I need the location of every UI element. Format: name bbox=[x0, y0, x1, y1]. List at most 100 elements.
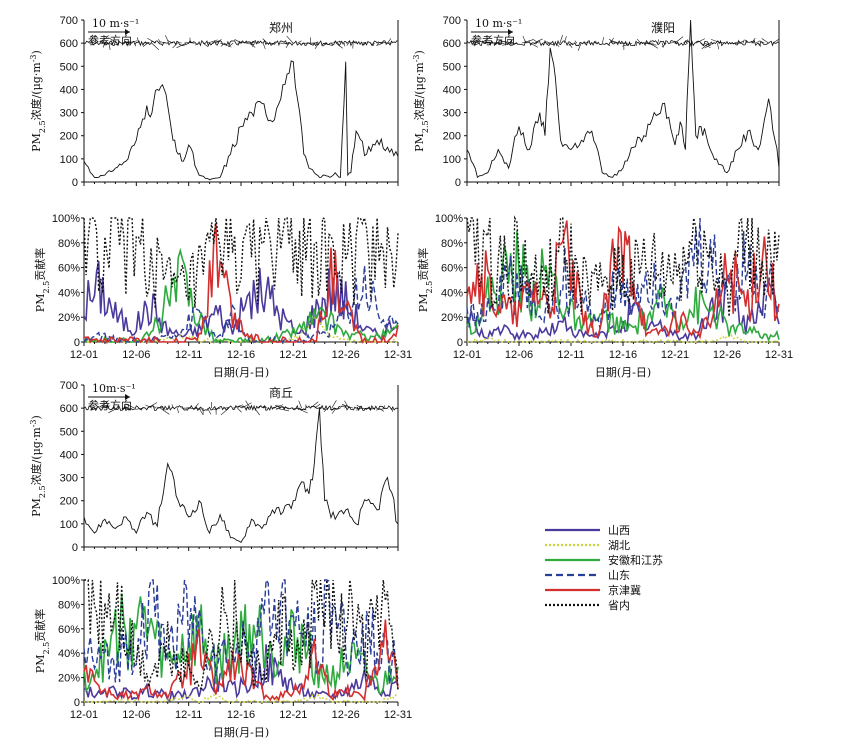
conc-y-label-sup: -3 bbox=[29, 54, 38, 62]
contrib-y-label-part: PM bbox=[34, 655, 47, 674]
conc-y-tick-label: 100 bbox=[60, 519, 78, 531]
conc-y-tick-label: 400 bbox=[60, 449, 78, 461]
contrib-x-tick-label: 12-01 bbox=[70, 349, 98, 361]
wind-vector bbox=[534, 38, 543, 44]
contrib-y-tick-label: 100% bbox=[52, 575, 80, 587]
contrib-y-label-part: 贡献率 bbox=[33, 248, 47, 281]
wind-vector bbox=[378, 407, 385, 412]
conc-y-label: PM2.5浓度/(μg·m-3) bbox=[29, 50, 47, 152]
wind-vector bbox=[510, 42, 518, 47]
wind-vector bbox=[772, 38, 780, 44]
contrib-series-京津冀 bbox=[83, 222, 399, 344]
wind-vector bbox=[583, 41, 590, 44]
wind-vector bbox=[211, 40, 220, 44]
wind-vector-label: 10 m·s⁻¹ bbox=[92, 17, 139, 30]
conc-y-label-part: ) bbox=[30, 415, 43, 419]
wind-vector bbox=[695, 38, 705, 44]
conc-y-label-part: ) bbox=[413, 50, 426, 54]
conc-y-tick-label: 700 bbox=[60, 380, 78, 392]
conc-y-label-part: 浓度/(μg·m bbox=[29, 427, 43, 486]
wind-vector bbox=[171, 404, 174, 409]
contrib-y-tick-label: 20% bbox=[441, 312, 463, 324]
wind-vector bbox=[348, 41, 358, 44]
wind-vector bbox=[310, 401, 319, 409]
wind-vector bbox=[661, 43, 664, 48]
wind-vector bbox=[521, 39, 533, 44]
conc-y-label-sub: 2.5 bbox=[421, 120, 430, 133]
contrib-y-label-part: 贡献率 bbox=[33, 609, 47, 642]
wind-vector bbox=[202, 42, 209, 48]
contrib-x-tick-label: 12-01 bbox=[70, 709, 98, 721]
wind-vector bbox=[759, 40, 765, 44]
conc-y-tick-label: 500 bbox=[60, 426, 78, 438]
pm25-concentration-line bbox=[83, 60, 399, 181]
contrib-y-tick-label: 60% bbox=[58, 624, 80, 636]
wind-vector bbox=[112, 407, 117, 411]
wind-vector bbox=[734, 41, 740, 44]
wind-vector bbox=[502, 42, 514, 46]
contrib-x-tick-label: 12-26 bbox=[332, 349, 360, 361]
conc-y-tick-label: 200 bbox=[60, 131, 78, 143]
wind-vector bbox=[314, 41, 319, 44]
contrib-x-tick-label: 12-21 bbox=[661, 349, 689, 361]
conc-y-label-sub: 2.5 bbox=[38, 485, 47, 498]
wind-vector bbox=[135, 407, 144, 410]
wind-vector bbox=[622, 42, 633, 47]
wind-vector bbox=[369, 407, 375, 410]
contrib-x-tick-label: 12-16 bbox=[227, 349, 255, 361]
wind-vector bbox=[254, 407, 260, 416]
wind-vector bbox=[568, 42, 573, 48]
wind-vector bbox=[761, 38, 769, 44]
contrib-x-tick-label: 12-06 bbox=[122, 349, 150, 361]
wind-vector bbox=[717, 43, 720, 50]
contrib-y-label-part: PM bbox=[417, 294, 430, 313]
conc-y-label-sup: -3 bbox=[29, 419, 38, 427]
wind-vector bbox=[684, 42, 688, 46]
contrib-x-tick-label: 12-31 bbox=[384, 709, 412, 721]
wind-vector bbox=[145, 404, 152, 409]
conc-y-label-sub: 2.5 bbox=[38, 120, 47, 133]
conc-y-tick-label: 0 bbox=[72, 542, 78, 554]
wind-vector bbox=[547, 42, 552, 44]
wind-vector bbox=[160, 407, 170, 415]
wind-vector bbox=[338, 40, 341, 44]
conc-y-tick-label: 500 bbox=[443, 61, 461, 73]
wind-vector bbox=[297, 407, 308, 414]
wind-vector bbox=[220, 42, 225, 47]
wind-vector bbox=[387, 38, 392, 44]
conc-y-label: PM2.5浓度/(μg·m-3) bbox=[29, 415, 47, 517]
wind-vector bbox=[207, 407, 212, 415]
wind-vector bbox=[224, 407, 230, 409]
contrib-x-axis-label: 日期(月-日) bbox=[213, 366, 269, 379]
contrib-y-label-sub: 2.5 bbox=[42, 281, 51, 294]
wind-vector bbox=[285, 42, 290, 48]
wind-vector bbox=[241, 402, 252, 409]
wind-vector bbox=[649, 42, 659, 49]
wind-vector bbox=[755, 40, 760, 44]
wind-vector bbox=[177, 408, 179, 414]
contrib-y-tick-label: 80% bbox=[58, 238, 80, 250]
station-title: 商丘 bbox=[269, 385, 293, 400]
wind-vectors bbox=[83, 400, 399, 416]
contrib-x-tick-label: 12-16 bbox=[227, 709, 255, 721]
wind-vector bbox=[497, 42, 505, 45]
wind-vector bbox=[759, 43, 762, 47]
contrib-x-tick-label: 12-16 bbox=[609, 349, 637, 361]
wind-baseline bbox=[466, 39, 780, 47]
contrib-y-tick-label: 0 bbox=[74, 337, 80, 349]
wind-vector bbox=[610, 37, 614, 44]
wind-vector bbox=[165, 35, 170, 44]
contrib-y-label-sub: 2.5 bbox=[425, 281, 434, 294]
conc-y-tick-label: 200 bbox=[443, 131, 461, 143]
wind-vector bbox=[213, 407, 221, 410]
wind-vector bbox=[585, 42, 588, 46]
wind-vector bbox=[314, 42, 320, 49]
conc-y-tick-label: 600 bbox=[443, 38, 461, 50]
wind-vector bbox=[158, 39, 161, 44]
wind-vector bbox=[593, 41, 599, 44]
wind-vector bbox=[176, 42, 187, 49]
conc-y-tick-label: 100 bbox=[60, 154, 78, 166]
wind-vector bbox=[167, 40, 174, 44]
wind-vector bbox=[297, 40, 302, 44]
wind-vector bbox=[568, 42, 573, 46]
